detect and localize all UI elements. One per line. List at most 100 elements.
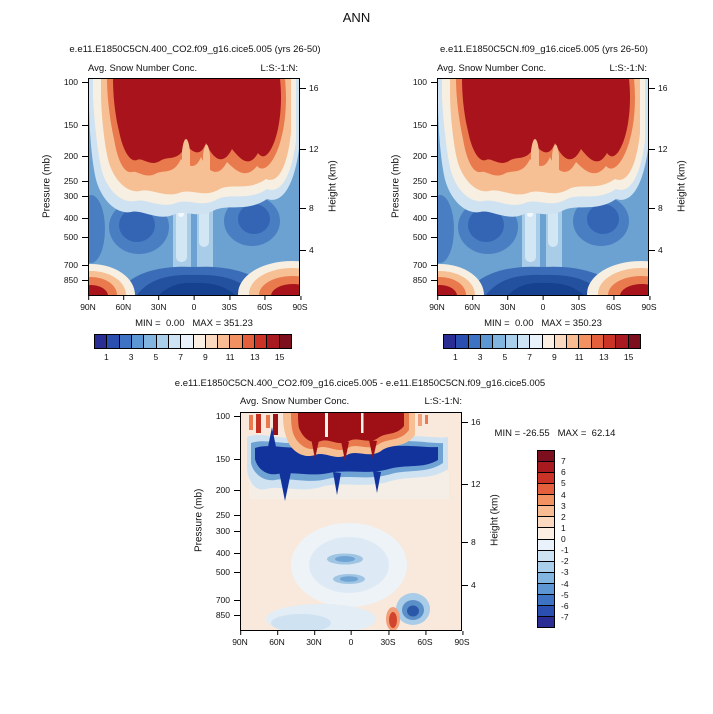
colorbar-labels: 7 6 5 4 3 2 1 0 -1 -2 -3 -4 -5 -6 -7 — [557, 450, 581, 628]
figure-title: ANN — [342, 10, 371, 25]
colorbar-box — [590, 334, 605, 349]
colorbar-tick-label: 7 — [561, 456, 566, 467]
lat-tick-label: 90N — [80, 296, 96, 312]
colorbar-box — [627, 334, 641, 349]
pressure-tick-label: 100 — [63, 77, 89, 88]
pressure-tick-label: 300 — [215, 525, 241, 536]
height-tick-label: 8 — [300, 202, 314, 213]
pressure-tick-label: 500 — [412, 232, 438, 243]
colorbar-box — [229, 334, 243, 349]
subtitle-row: Avg. Snow Number Conc. L:S:-1:N: — [240, 396, 462, 407]
panel-case1: e.e11.E1850C5CN.400_CO2.f09_g16.cice5.00… — [30, 40, 360, 370]
colorbar-box — [553, 334, 568, 349]
lat-tick-label: 60S — [606, 296, 622, 312]
colorbar-box — [106, 334, 120, 349]
colorbar — [443, 334, 641, 349]
colorbar-box — [443, 334, 457, 349]
pressure-tick-label: 400 — [63, 213, 89, 224]
colorbar-box — [155, 334, 169, 349]
subtitle-row: Avg. Snow Number Conc. L:S:-1:N: — [437, 63, 647, 74]
colorbar-box — [479, 334, 494, 349]
colorbar-box — [541, 334, 555, 349]
colorbar-tick-label: -3 — [561, 567, 569, 578]
contour-plot-case1 — [88, 78, 300, 296]
height-tick-label: 16 — [461, 416, 481, 427]
colorbar-tick-label: 1 — [561, 522, 566, 533]
colorbar-tick-label: 13 — [250, 352, 260, 362]
colorbar-box — [204, 334, 219, 349]
colorbar-tick-label: -5 — [561, 589, 569, 600]
lat-tick-label: 30S — [221, 296, 237, 312]
colorbar-tick-label: 7 — [178, 352, 183, 362]
colorbar-tick-label: 5 — [561, 478, 566, 489]
pressure-tick-label: 850 — [215, 609, 241, 620]
colorbar-box — [537, 615, 555, 628]
colorbar-tick-label: 3 — [128, 352, 134, 362]
field-subtitle: Avg. Snow Number Conc. — [437, 63, 547, 74]
colorbar-tick-label: 11 — [225, 352, 235, 362]
pressure-tick-label: 150 — [412, 119, 438, 130]
colorbar-tick-label: 15 — [274, 352, 285, 362]
pressure-tick-label: 300 — [412, 191, 438, 202]
height-tick-label: 4 — [300, 244, 314, 255]
colorbar-tick-label: 1 — [453, 352, 458, 362]
pressure-tick-label: 200 — [215, 484, 241, 495]
lat-tick-label: 60N — [269, 631, 285, 647]
lat-tick-label: 90S — [641, 296, 657, 312]
pressure-tick-label: 700 — [63, 260, 89, 271]
lat-tick-label: 90N — [232, 631, 248, 647]
lat-tick-label: 30S — [380, 631, 396, 647]
colorbar-tick-label: 3 — [561, 500, 566, 511]
lat-tick-label: 0 — [540, 296, 546, 312]
colorbar-tick-label: -4 — [561, 578, 569, 589]
subtitle-row: Avg. Snow Number Conc. L:S:-1:N: — [88, 63, 298, 74]
colorbar-tick-label: 15 — [623, 352, 634, 362]
lat-tick-label: 0 — [191, 296, 197, 312]
pressure-axis-label: Pressure (mb) — [41, 154, 53, 218]
latitude-axis-ticks: 90N 60N 30N 0 30S 60S 90S — [232, 631, 470, 648]
contour-art — [241, 413, 461, 630]
colorbar-labels: 1 3 5 7 9 11 13 15 — [94, 352, 292, 362]
pressure-tick-label: 400 — [215, 548, 241, 559]
panel-title: e.e11.E1850C5CN.400_CO2.f09_g16.cice5.00… — [174, 378, 546, 389]
colorbar-box — [578, 334, 592, 349]
colorbar-box — [504, 334, 518, 349]
min-max-stats: MIN = 0.00 MAX = 351.23 — [135, 318, 253, 329]
contour-plot-difference — [240, 412, 462, 631]
latitude-axis-ticks: 90N 60N 30N 0 30S 60S 90S — [80, 296, 308, 313]
colorbar-tick-label: 5 — [153, 352, 159, 362]
lat-tick-label: 90S — [292, 296, 308, 312]
pressure-tick-label: 250 — [63, 175, 89, 186]
colorbar-box — [180, 334, 194, 349]
height-tick-label: 16 — [648, 82, 668, 93]
lat-tick-label: 60N — [464, 296, 481, 312]
pressure-tick-label: 100 — [215, 411, 241, 422]
colorbar-box — [455, 334, 469, 349]
colorbar-tick-label: 0 — [561, 534, 566, 544]
field-subtitle: Avg. Snow Number Conc. — [88, 63, 198, 74]
panel-difference: e.e11.E1850C5CN.400_CO2.f09_g16.cice5.00… — [150, 372, 616, 702]
colorbar-tick-label: 2 — [561, 511, 566, 522]
pressure-axis-ticks: 100 150 200 250 300 400 500 700 850 — [56, 77, 89, 294]
lat-tick-label: 60S — [257, 296, 273, 312]
colorbar-tick-label: 5 — [502, 352, 508, 362]
colorbar-tick-label: 7 — [527, 352, 532, 362]
pressure-tick-label: 500 — [63, 232, 89, 243]
contour-plot-svg — [438, 79, 648, 295]
pressure-tick-label: 250 — [412, 175, 438, 186]
pressure-tick-label: 250 — [215, 510, 241, 521]
pressure-tick-label: 300 — [63, 191, 89, 202]
contour-art — [89, 79, 299, 295]
lat-tick-label: 0 — [348, 631, 354, 647]
colorbar-tick-label: -6 — [561, 600, 569, 611]
height-axis-label: Height (km) — [327, 160, 339, 212]
pressure-tick-label: 850 — [63, 274, 89, 285]
colorbar-box — [516, 334, 531, 349]
pressure-axis-label: Pressure (mb) — [390, 154, 402, 218]
pressure-tick-label: 150 — [63, 119, 89, 130]
plot-spec-subtitle: L:S:-1:N: — [609, 63, 648, 74]
pressure-tick-label: 700 — [412, 260, 438, 271]
colorbar — [537, 450, 555, 628]
height-axis-label: Height (km) — [489, 494, 501, 547]
